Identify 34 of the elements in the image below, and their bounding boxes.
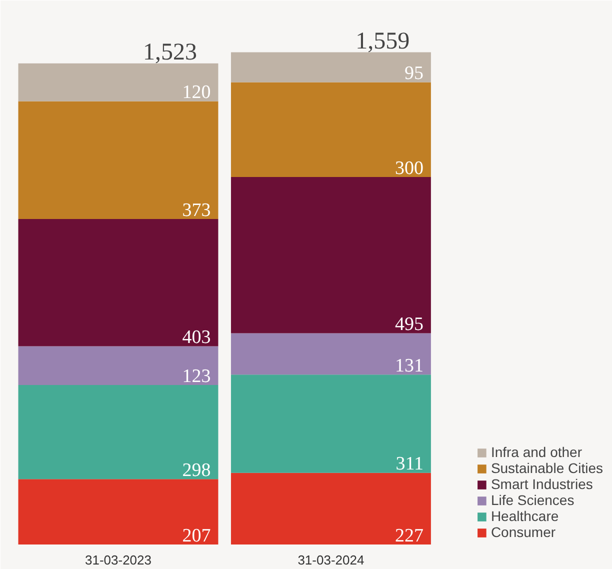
legend-label: Healthcare xyxy=(490,508,559,524)
data-label: 403 xyxy=(182,327,211,348)
legend-label: Smart Industries xyxy=(490,476,593,492)
data-label: 373 xyxy=(182,200,211,221)
data-label: 311 xyxy=(396,454,424,475)
bar xyxy=(230,333,431,375)
legend-label: Life Sciences xyxy=(490,492,574,508)
bar xyxy=(18,346,218,386)
data-label: 131 xyxy=(394,355,424,376)
x-tick-label: 31-03-2023 xyxy=(84,552,152,568)
bar xyxy=(230,52,431,82)
data-label: 120 xyxy=(182,82,211,104)
bar xyxy=(18,479,218,544)
bar xyxy=(230,176,431,334)
data-label: 227 xyxy=(394,525,424,546)
bar xyxy=(230,374,431,473)
bar xyxy=(230,82,431,177)
x-tick-label: 31-03-2024 xyxy=(298,552,364,568)
data-label: 298 xyxy=(182,460,211,481)
bar xyxy=(18,63,218,102)
data-label: 95 xyxy=(404,63,424,84)
bar xyxy=(230,472,431,544)
bar xyxy=(18,101,218,219)
total-label: 1,559 xyxy=(356,28,410,54)
legend-label: Sustainable Cities xyxy=(490,460,603,476)
data-label: 495 xyxy=(394,314,424,336)
data-label: 123 xyxy=(182,366,211,387)
bar xyxy=(18,218,218,346)
legend-label: Infra and other xyxy=(490,444,582,460)
data-label: 207 xyxy=(182,525,211,546)
bar xyxy=(18,385,218,480)
data-label: 300 xyxy=(394,158,424,179)
total-label: 1,523 xyxy=(142,40,197,66)
legend-label: Consumer xyxy=(490,524,556,540)
